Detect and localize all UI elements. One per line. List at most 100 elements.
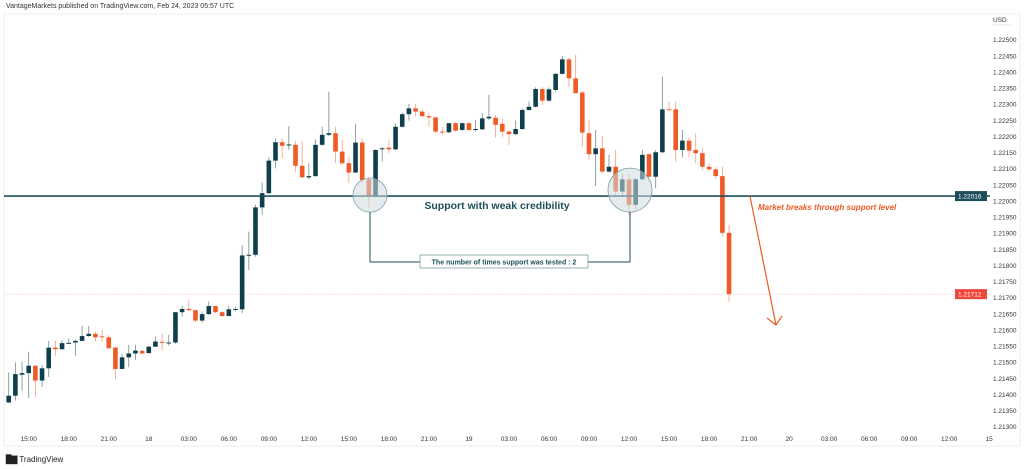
candle-body xyxy=(446,123,452,133)
candle xyxy=(553,73,558,92)
candle-body xyxy=(353,142,358,173)
candle-body xyxy=(586,133,592,155)
candle xyxy=(339,139,345,165)
candle xyxy=(199,311,205,323)
y-tick-label: 1.21950 xyxy=(993,215,1017,222)
y-tick-label: 1.21600 xyxy=(993,327,1017,334)
candle xyxy=(419,109,425,118)
candle-body xyxy=(720,176,725,233)
candle-body xyxy=(93,333,98,338)
candle xyxy=(306,163,312,180)
candle xyxy=(166,334,172,346)
x-tick-label: 03:00 xyxy=(181,436,198,443)
x-tick-label: 21:00 xyxy=(101,436,118,443)
x-tick-label: 06:00 xyxy=(861,436,878,443)
candle-body xyxy=(439,131,445,133)
candle-body xyxy=(413,108,418,112)
candle xyxy=(326,91,332,137)
candle xyxy=(226,306,232,317)
candle-body xyxy=(593,148,598,155)
candle xyxy=(59,340,65,350)
candle-body xyxy=(433,117,438,132)
candle-body xyxy=(286,144,292,146)
x-tick-label: 06:00 xyxy=(541,436,558,443)
candle-body xyxy=(379,148,385,150)
candle-body xyxy=(26,365,32,374)
candle-body xyxy=(519,109,525,130)
support-test-circle-1 xyxy=(352,177,388,213)
candle-body xyxy=(326,133,332,135)
candle-body xyxy=(219,312,225,317)
candle xyxy=(179,305,185,317)
candle xyxy=(246,231,252,270)
candle-body xyxy=(266,160,272,194)
candle xyxy=(446,122,452,134)
candle xyxy=(439,126,445,135)
x-tick-label: 15:00 xyxy=(21,436,38,443)
candle xyxy=(660,76,665,154)
y-tick-label: 1.21350 xyxy=(993,408,1017,415)
candle-body xyxy=(373,149,378,197)
candle-body xyxy=(526,106,532,110)
candle xyxy=(186,299,192,311)
candle xyxy=(386,139,392,154)
candle xyxy=(393,123,398,150)
candle-body xyxy=(86,333,92,337)
chart-frame xyxy=(3,13,1021,447)
candle-body xyxy=(406,108,412,115)
candle-body xyxy=(113,347,118,369)
candle-body xyxy=(79,336,85,341)
x-tick-label: 15 xyxy=(986,436,994,443)
candle xyxy=(113,346,118,379)
candle-body xyxy=(473,129,478,131)
candle xyxy=(73,339,78,356)
candle-body xyxy=(513,129,518,135)
x-tick-label: 20 xyxy=(785,436,793,443)
candle-body xyxy=(33,365,38,381)
candle xyxy=(6,372,11,403)
y-tick-label: 1.22400 xyxy=(993,69,1017,76)
support-price-badge xyxy=(955,191,987,202)
candle-body xyxy=(226,309,232,317)
candle-body xyxy=(546,89,552,101)
candle xyxy=(560,56,565,75)
y-tick-label: 1.22150 xyxy=(993,150,1017,157)
candle-body xyxy=(506,131,512,135)
candle-body xyxy=(333,133,338,152)
candle-body xyxy=(193,310,198,321)
candle-body xyxy=(159,341,165,343)
candle xyxy=(479,113,485,130)
currency-label: USD xyxy=(993,17,1007,24)
candle-body xyxy=(700,153,705,167)
candle xyxy=(413,103,418,117)
candle xyxy=(720,166,725,237)
candle xyxy=(66,338,72,345)
candle-body xyxy=(233,308,238,310)
candle-body xyxy=(239,255,245,310)
candle xyxy=(253,204,258,257)
candle-body xyxy=(553,73,558,90)
candle xyxy=(726,225,732,302)
candle xyxy=(139,349,145,355)
tests-label-box xyxy=(419,254,589,269)
candle-body xyxy=(339,151,345,164)
candle-body xyxy=(533,89,538,107)
publish-info: VantageMarkets published on TradingView.… xyxy=(6,3,235,10)
y-tick-label: 1.21750 xyxy=(993,279,1017,286)
footer: ▉▇ TradingView xyxy=(6,455,63,464)
candle xyxy=(126,344,132,368)
candle-body xyxy=(726,232,732,295)
candle xyxy=(700,148,705,170)
candle xyxy=(299,141,305,178)
candle-body xyxy=(306,176,312,178)
candle-body xyxy=(600,148,605,172)
candle-body xyxy=(19,373,25,375)
candle-body xyxy=(459,123,465,130)
candle-body xyxy=(173,312,178,343)
candle-body xyxy=(99,336,105,338)
candle-body xyxy=(279,142,285,146)
candle-body xyxy=(646,154,652,177)
candle-body xyxy=(6,395,11,403)
candle xyxy=(53,340,58,356)
